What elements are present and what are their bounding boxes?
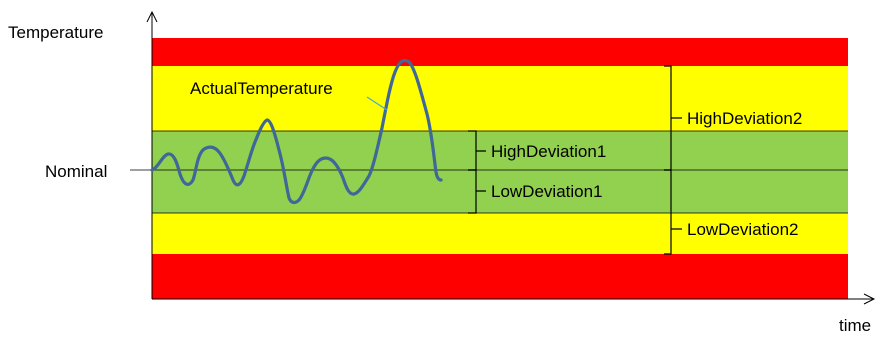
y-axis-arrow-icon: [146, 10, 158, 23]
bracket-low-deviation-2: [664, 169, 682, 255]
x-axis-arrow-icon: [863, 293, 876, 305]
actual-temperature-label: ActualTemperature: [190, 79, 333, 98]
low-deviation-1-label: LowDeviation1: [491, 182, 603, 201]
y-axis-label: Temperature: [8, 23, 103, 42]
low-deviation-2-label: LowDeviation2: [687, 220, 799, 239]
bracket-low-deviation-1: [468, 169, 486, 214]
actual-temperature-curve: [150, 58, 443, 205]
high-deviation-1-label: HighDeviation1: [491, 142, 606, 161]
actual-temperature-leader: [366, 96, 388, 111]
red-band-bottom: [152, 254, 848, 299]
nominal-label: Nominal: [45, 162, 107, 181]
high-deviation-2-label: HighDeviation2: [687, 109, 802, 128]
x-axis-label: time: [839, 316, 871, 335]
yellow-band-bottom: [152, 213, 848, 254]
green-band: [152, 131, 848, 213]
axes: [146, 10, 876, 305]
red-band-top: [152, 38, 848, 66]
brackets: [468, 65, 682, 255]
band-boundaries: [130, 130, 848, 214]
